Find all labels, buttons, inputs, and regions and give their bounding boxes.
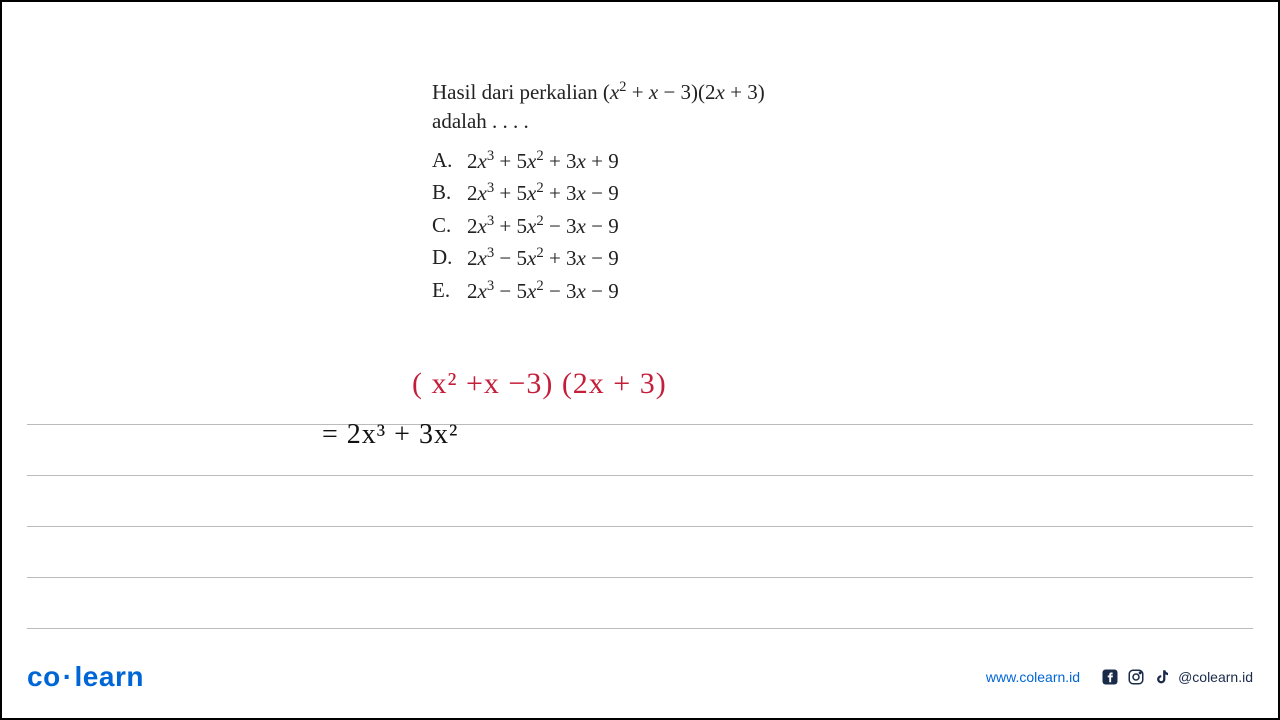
footer: co·learn www.colearn.id @colearn.id	[27, 661, 1253, 693]
handwriting-red: ( x² +x −3) (2x + 3)	[412, 367, 1022, 401]
social-handle: @colearn.id	[1178, 669, 1253, 685]
prompt-line-1: Hasil dari perkalian (x2 + x − 3)(2x + 3…	[432, 80, 765, 104]
logo: co·learn	[27, 661, 144, 693]
social-icons: @colearn.id	[1100, 667, 1253, 687]
handwriting-block: ( x² +x −3) (2x + 3) = 2x³ + 3x²	[322, 367, 1022, 451]
website-link: www.colearn.id	[986, 669, 1080, 685]
option-d: D. 2x3 − 5x2 + 3x − 9	[432, 242, 932, 275]
hline	[27, 475, 1253, 476]
question-block: Hasil dari perkalian (x2 + x − 3)(2x + 3…	[432, 77, 932, 307]
instagram-icon	[1126, 667, 1146, 687]
option-e-expr: 2x3 − 5x2 − 3x − 9	[467, 275, 932, 308]
option-e: E. 2x3 − 5x2 − 3x − 9	[432, 275, 932, 308]
option-a-expr: 2x3 + 5x2 + 3x + 9	[467, 145, 932, 178]
hline	[27, 577, 1253, 578]
option-c-expr: 2x3 + 5x2 − 3x − 9	[467, 210, 932, 243]
question-prompt: Hasil dari perkalian (x2 + x − 3)(2x + 3…	[432, 77, 932, 137]
option-b-expr: 2x3 + 5x2 + 3x − 9	[467, 177, 932, 210]
hline	[27, 628, 1253, 629]
logo-dot: ·	[63, 661, 73, 692]
option-a: A. 2x3 + 5x2 + 3x + 9	[432, 145, 932, 178]
hline	[27, 526, 1253, 527]
prompt-line-2: adalah . . . .	[432, 109, 529, 133]
facebook-icon	[1100, 667, 1120, 687]
ruled-lines	[27, 424, 1253, 679]
option-d-expr: 2x3 − 5x2 + 3x − 9	[467, 242, 932, 275]
handwriting-black: = 2x³ + 3x²	[322, 419, 1022, 451]
option-b: B. 2x3 + 5x2 + 3x − 9	[432, 177, 932, 210]
footer-right: www.colearn.id @colearn.id	[986, 667, 1253, 687]
tiktok-icon	[1152, 667, 1172, 687]
option-c: C. 2x3 + 5x2 − 3x − 9	[432, 210, 932, 243]
options-list: A. 2x3 + 5x2 + 3x + 9 B. 2x3 + 5x2 + 3x …	[432, 145, 932, 308]
